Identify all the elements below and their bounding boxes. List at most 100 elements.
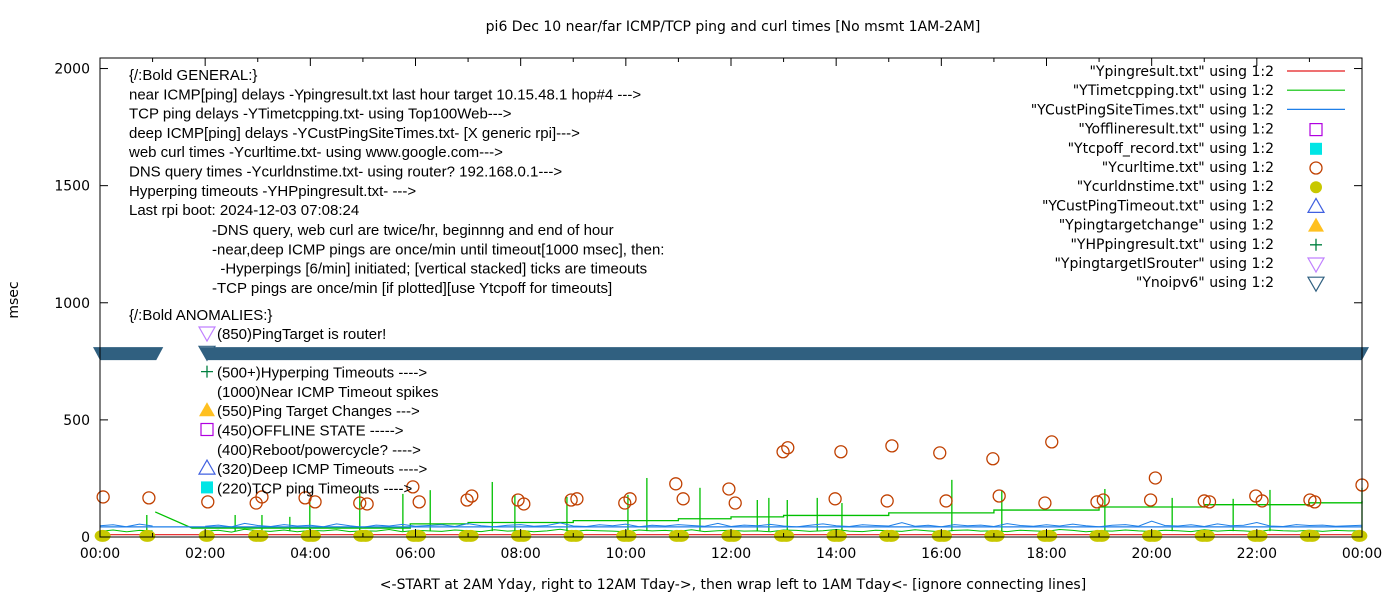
ycurldnstime-point [515, 529, 532, 542]
anomaly-marker-icon [197, 326, 217, 343]
ycurltime-point [1090, 495, 1104, 509]
ycurltime-point [939, 494, 953, 508]
ycurltime-point [828, 492, 842, 506]
ycurldnstime-point [935, 529, 952, 542]
legend-marker-icon [1306, 257, 1326, 274]
ycurldnstime-point [357, 529, 374, 542]
ycurldnstime-point [1198, 529, 1215, 542]
ycurldnstime-point [778, 529, 795, 542]
ycurldnstime-point [567, 529, 584, 542]
x-tick-label: 08:00 [500, 546, 540, 562]
legend-label: "Ypingtargetchange" using 1:2 [1059, 218, 1274, 234]
anomaly-note: (550)Ping Target Changes ---> [217, 403, 420, 420]
general-subnote: -near,deep ICMP pings are once/min until… [212, 241, 664, 258]
legend-marker-icon [1310, 142, 1322, 155]
ycurldnstime-point [252, 529, 269, 542]
ycurltime-point [676, 492, 690, 506]
anomaly-note: (850)PingTarget is router! [217, 326, 386, 343]
x-tick-label: 12:00 [711, 546, 751, 562]
ycurltime-point [623, 492, 637, 506]
general-note: Hyperping timeouts -YHPpingresult.txt- -… [129, 183, 416, 200]
ycurldnstime-point [883, 529, 900, 542]
ycurltime-point [834, 445, 848, 459]
ycurldnstime-point [1041, 529, 1058, 542]
ycurldnstime-point [94, 529, 111, 542]
ycurldnstime-point [620, 529, 637, 542]
ynoipv6-markers [93, 347, 164, 361]
ycurltime-point [776, 445, 790, 459]
ycurltime-point [406, 480, 420, 494]
ycurltime-point [1255, 494, 1269, 508]
ycurldnstime-point [198, 529, 215, 542]
legend-marker-icon [1308, 217, 1324, 232]
ycurltime-point [1045, 435, 1059, 449]
ycurltime-point [517, 497, 531, 511]
annotations: {/:Bold GENERAL:} near ICMP[ping] delays … [128, 67, 664, 497]
general-note: TCP ping delays -YTimetcpping.txt- using… [129, 106, 512, 123]
y-tick-label: 2000 [54, 62, 90, 78]
legend-marker-icon [1306, 276, 1326, 293]
ycurltime-point [564, 493, 578, 507]
ycurltime-point [465, 489, 479, 503]
anomaly-marker-icon [197, 458, 217, 475]
ycurltime-point [1308, 495, 1322, 509]
ycurltime-point [1038, 496, 1052, 510]
ycurltime-point [353, 496, 367, 510]
legend-label: "YCustPingTimeout.txt" using 1:2 [1042, 198, 1274, 214]
ycurldnstime-point [1093, 529, 1110, 542]
axes: 0 500 1000 1500 2000 00:00 02:00 04:00 06:00 08:0… [54, 58, 1382, 562]
anomaly-marker-icon [200, 422, 214, 437]
ycurldnstime-point [673, 529, 690, 542]
ycurltime-point [308, 495, 322, 509]
general-heading: {/:Bold GENERAL:} [129, 67, 257, 84]
x-tick-label: 16:00 [921, 546, 961, 562]
legend-marker-icon [1310, 181, 1322, 194]
ycurldnstime-point [410, 529, 427, 542]
legend-label: "Ytcpoff_record.txt" using 1:2 [1068, 141, 1274, 157]
anomaly-note: (1000)Near ICMP Timeout spikes [217, 384, 438, 401]
x-tick-label: 14:00 [816, 546, 856, 562]
ycurltime-point [781, 441, 795, 455]
ycurldnstime-point [1304, 529, 1321, 542]
legend-marker-icon [1310, 238, 1322, 251]
ycurltime-point [1202, 495, 1217, 509]
general-note: Last rpi boot: 2024-12-03 07:08:24 [129, 202, 359, 219]
anomaly-marker-icon [197, 345, 217, 362]
ycurldnstime-point [1351, 529, 1368, 542]
ycurltime-point [986, 452, 1000, 466]
x-tick-label: 10:00 [606, 546, 646, 562]
ycurltime-point [412, 495, 426, 509]
ycurltime-point [933, 446, 947, 460]
ycurltime-point [1143, 493, 1158, 507]
x-tick-label: 06:00 [395, 546, 435, 562]
chart-title: pi6 Dec 10 near/far ICMP/TCP ping and cu… [486, 19, 981, 35]
plot-data [93, 347, 1370, 542]
ycurltime-point [992, 489, 1006, 503]
y-tick-label: 0 [81, 530, 90, 546]
ycurldnstime-point [139, 529, 156, 542]
x-tick-label: 04:00 [290, 546, 330, 562]
anomaly-note: (320)Deep ICMP Timeouts ----> [217, 461, 427, 478]
y-tick-label: 1500 [54, 179, 90, 195]
legend-label: "YTimetcpping.txt" using 1:2 [1073, 83, 1274, 99]
x-tick-label: 02:00 [185, 546, 225, 562]
ycurltime-point [722, 482, 736, 496]
ycurltime-point [570, 492, 584, 506]
x-tick-label: 22:00 [1237, 546, 1277, 562]
legend-label: "YpingtargetISrouter" using 1:2 [1054, 256, 1274, 272]
ycurltime-point [96, 490, 110, 504]
legend-marker-icon [1309, 122, 1323, 137]
anomaly-marker-icon [199, 402, 215, 417]
ycurldnstime-point [304, 529, 321, 542]
ycurltime-point [1096, 493, 1110, 507]
general-subnote: -Hyperpings [6/min] initiated; [vertical… [212, 261, 647, 278]
x-tick-label: 00:00 [80, 546, 120, 562]
legend-label: "Ycurltime.txt" using 1:2 [1102, 160, 1274, 176]
legend-marker-icon [1309, 161, 1323, 175]
ycurldnstime-point [462, 529, 479, 542]
x-axis-label: <-START at 2AM Yday, right to 12AM Tday-… [380, 577, 1086, 593]
legend-label: "Ypingresult.txt" using 1:2 [1089, 64, 1274, 80]
general-note: web curl times -Ycurltime.txt- using www… [128, 144, 503, 161]
ycurltime-point [885, 439, 899, 453]
